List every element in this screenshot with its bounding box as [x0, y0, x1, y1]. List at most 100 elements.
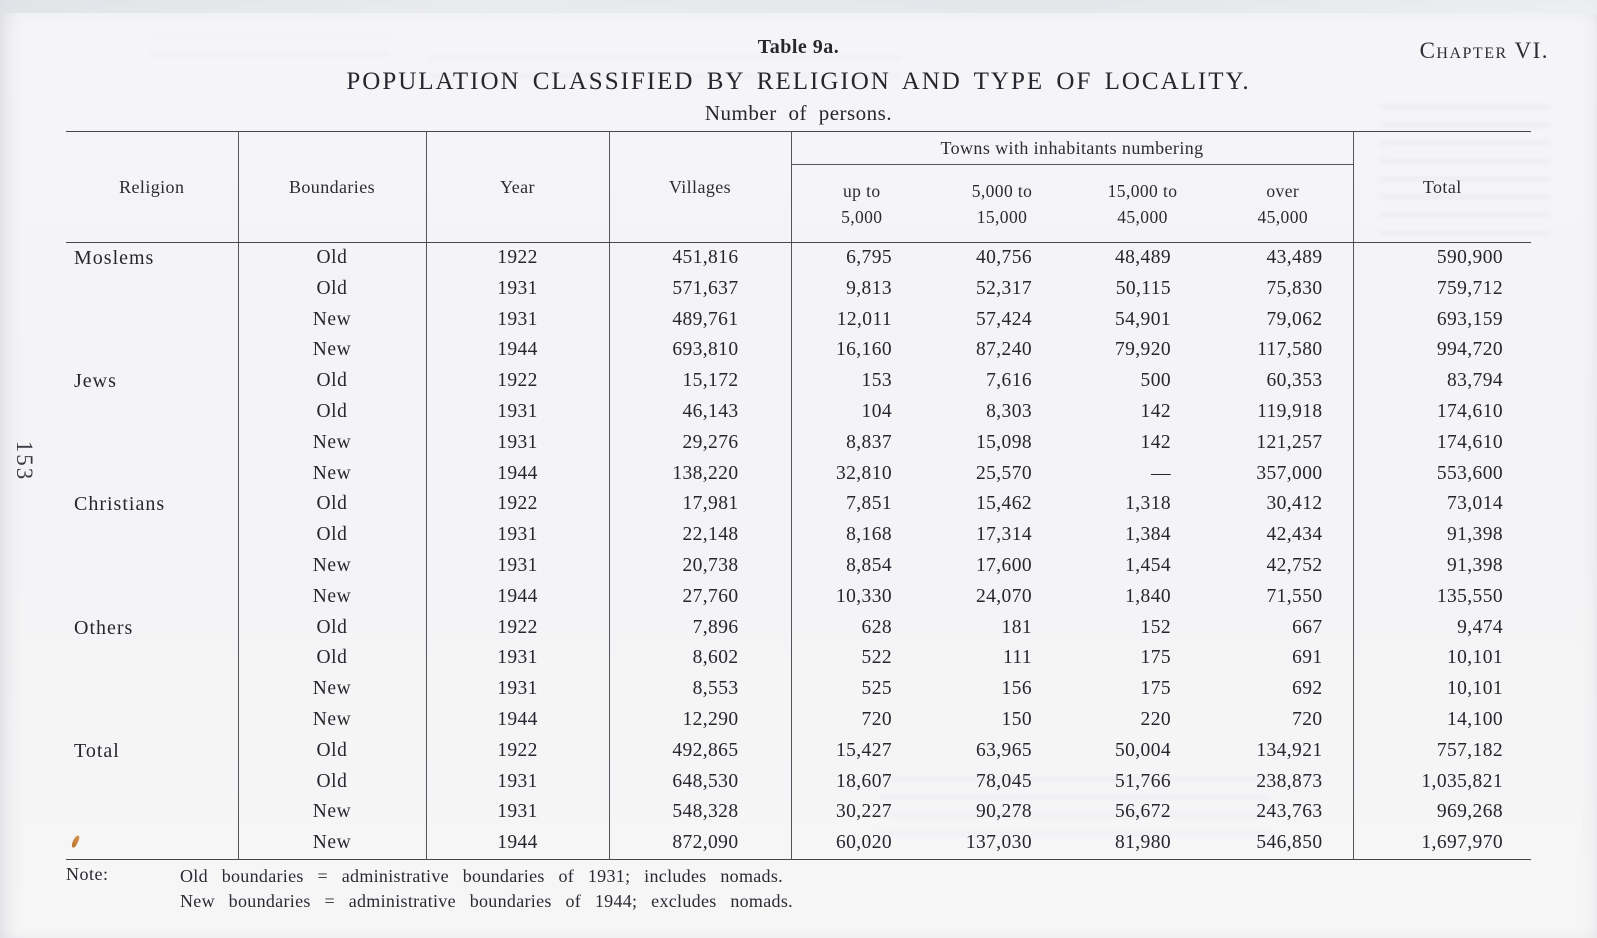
year-cell: 1931 — [426, 674, 610, 705]
boundaries-cell: New — [238, 674, 427, 705]
religion-cell — [66, 458, 239, 490]
religion-cell — [66, 273, 239, 305]
villages-cell: 648,530 — [609, 766, 792, 798]
villages-cell: 27,760 — [609, 581, 792, 613]
town-5000-15000-cell: 40,756 — [975, 247, 1032, 268]
villages-cell: 138,220 — [609, 458, 792, 490]
total-cell: 91,398 — [1352, 520, 1532, 551]
town-5000-15000-cell: 25,570 — [975, 462, 1032, 484]
religion-cell — [66, 704, 239, 736]
religion-cell — [66, 643, 239, 675]
villages-cell: 20,738 — [609, 550, 792, 582]
villages-cell: 451,816 — [609, 242, 792, 274]
year-cell: 1944 — [426, 458, 610, 490]
villages-cell: 571,637 — [609, 273, 792, 305]
year-cell: 1944 — [426, 335, 610, 367]
boundaries-cell: Old — [238, 735, 427, 767]
total-cell: 693,159 — [1352, 304, 1532, 336]
column-header-villages: Villages — [609, 131, 792, 243]
towns-group-header: Towns with inhabitants numbering — [791, 131, 1354, 165]
religion-cell — [66, 766, 239, 798]
year-cell: 1931 — [426, 304, 610, 336]
town-5000-15000-cell: 8,303 — [986, 400, 1032, 422]
town-upto-5000-cell: 10,330 — [835, 585, 892, 607]
boundaries-cell: Old — [238, 366, 427, 397]
town-over-45000-cell: 71,550 — [1266, 585, 1323, 607]
town-5000-15000-cell: 63,965 — [975, 739, 1032, 761]
town-5000-15000-cell: 181 — [1001, 616, 1032, 638]
boundaries-cell: Old — [238, 612, 427, 644]
total-cell: 969,268 — [1352, 797, 1532, 829]
religion-cell: Christians — [66, 489, 239, 521]
table-row: Christians Old 1922 17,981 7,851 15,462 1,318 3… — [66, 489, 1532, 521]
town-15000-45000-cell: 1,318 — [1125, 493, 1171, 515]
boundaries-cell: Old — [238, 643, 427, 675]
town-15000-45000-cell: 220 — [1140, 708, 1171, 730]
title-block: Table 9a. POPULATION CLASSIFIED BY RELIG… — [66, 36, 1531, 126]
religion-cell — [66, 674, 239, 705]
year-cell: 1931 — [426, 797, 610, 829]
villages-cell: 17,981 — [609, 489, 792, 521]
total-cell: 9,474 — [1352, 612, 1532, 644]
town-upto-5000-cell: 7,851 — [846, 493, 892, 515]
table-row: Old 1931 571,637 9,813 52,317 50,115 75,830 759… — [66, 273, 1532, 305]
town-upto-5000-cell: 12,011 — [836, 308, 892, 330]
boundaries-cell: New — [238, 797, 427, 829]
town-upto-5000-cell: 104 — [861, 400, 892, 422]
column-header-town-upto-5000: up to 5,000 — [791, 164, 932, 243]
religion-cell — [66, 520, 239, 551]
table-row: New 1944 12,290 720 150 220 720 14,100 — [66, 704, 1532, 736]
table-row: New 1931 29,276 8,837 15,098 142 121,257 174,61… — [66, 427, 1532, 459]
town-upto-5000-cell: 8,854 — [846, 554, 892, 576]
town-upto-5000-cell: 32,810 — [835, 462, 892, 484]
column-header-town-over-45000: over 45,000 — [1213, 164, 1354, 243]
column-header-town-15000-45000: 15,000 to 45,000 — [1072, 164, 1213, 243]
table-row: New 1931 489,761 12,011 57,424 54,901 79,062 69… — [66, 304, 1532, 336]
religion-cell — [66, 550, 239, 582]
page-edge-band — [0, 0, 1597, 13]
year-cell: 1922 — [426, 366, 610, 397]
town-5000-15000-cell: 150 — [1001, 708, 1032, 730]
year-cell: 1931 — [426, 550, 610, 582]
boundaries-cell: New — [238, 458, 427, 490]
town-5000-15000-cell: 156 — [1001, 678, 1032, 700]
town-5000-15000-cell: 15,098 — [975, 431, 1032, 453]
town-15000-45000-cell: 56,672 — [1114, 801, 1171, 823]
boundaries-cell: New — [238, 581, 427, 613]
religion-cell — [66, 427, 239, 459]
villages-cell: 15,172 — [609, 366, 792, 397]
town-15000-45000-cell: 54,901 — [1114, 308, 1171, 330]
town-over-45000-cell: 243,763 — [1256, 801, 1323, 823]
table-subtitle: Number of persons. — [704, 101, 893, 125]
town-upto-5000-cell: 522 — [861, 647, 892, 669]
villages-cell: 492,865 — [609, 735, 792, 767]
town-15000-45000-cell: 50,004 — [1114, 739, 1171, 761]
town-5000-15000-cell: 52,317 — [975, 277, 1032, 299]
table-row: Total Old 1922 492,865 15,427 63,965 50,004 134… — [66, 735, 1532, 767]
town-15000-45000-cell: 500 — [1140, 370, 1171, 392]
table-row: Old 1931 648,530 18,607 78,045 51,766 238,873 1… — [66, 766, 1532, 798]
villages-cell: 8,602 — [609, 643, 792, 675]
table-body: Moslems Old 1922 451,816 6,795 40,756 48,489 43… — [66, 242, 1532, 860]
town-5000-15000-cell: 24,070 — [975, 585, 1032, 607]
column-header-year: Year — [426, 131, 610, 243]
footnote-label: Note: — [66, 864, 109, 884]
town-over-45000-cell: 238,873 — [1256, 770, 1323, 792]
header-row-1: Religion Boundaries Year Villages Towns … — [66, 131, 1532, 243]
town-5000-15000-cell: 137,030 — [965, 832, 1032, 854]
religion-cell — [66, 396, 239, 428]
town-15000-45000-cell: 152 — [1140, 616, 1171, 638]
column-header-boundaries: Boundaries — [238, 131, 427, 243]
town-15000-45000-cell: 142 — [1140, 431, 1171, 453]
religion-cell — [66, 797, 239, 829]
religion-cell: Total — [66, 735, 239, 767]
total-cell: 1,697,970 — [1352, 828, 1532, 860]
footnote: Note: Old boundaries = administrative bo… — [66, 864, 793, 914]
town-5000-15000-cell: 57,424 — [975, 308, 1032, 330]
footnote-line: New boundaries = administrative boundari… — [180, 891, 793, 911]
town-upto-5000-cell: 16,160 — [835, 339, 892, 361]
column-header-total: Total — [1352, 131, 1532, 243]
town-15000-45000-cell: — — [1151, 462, 1171, 484]
town-over-45000-cell: 30,412 — [1266, 493, 1323, 515]
